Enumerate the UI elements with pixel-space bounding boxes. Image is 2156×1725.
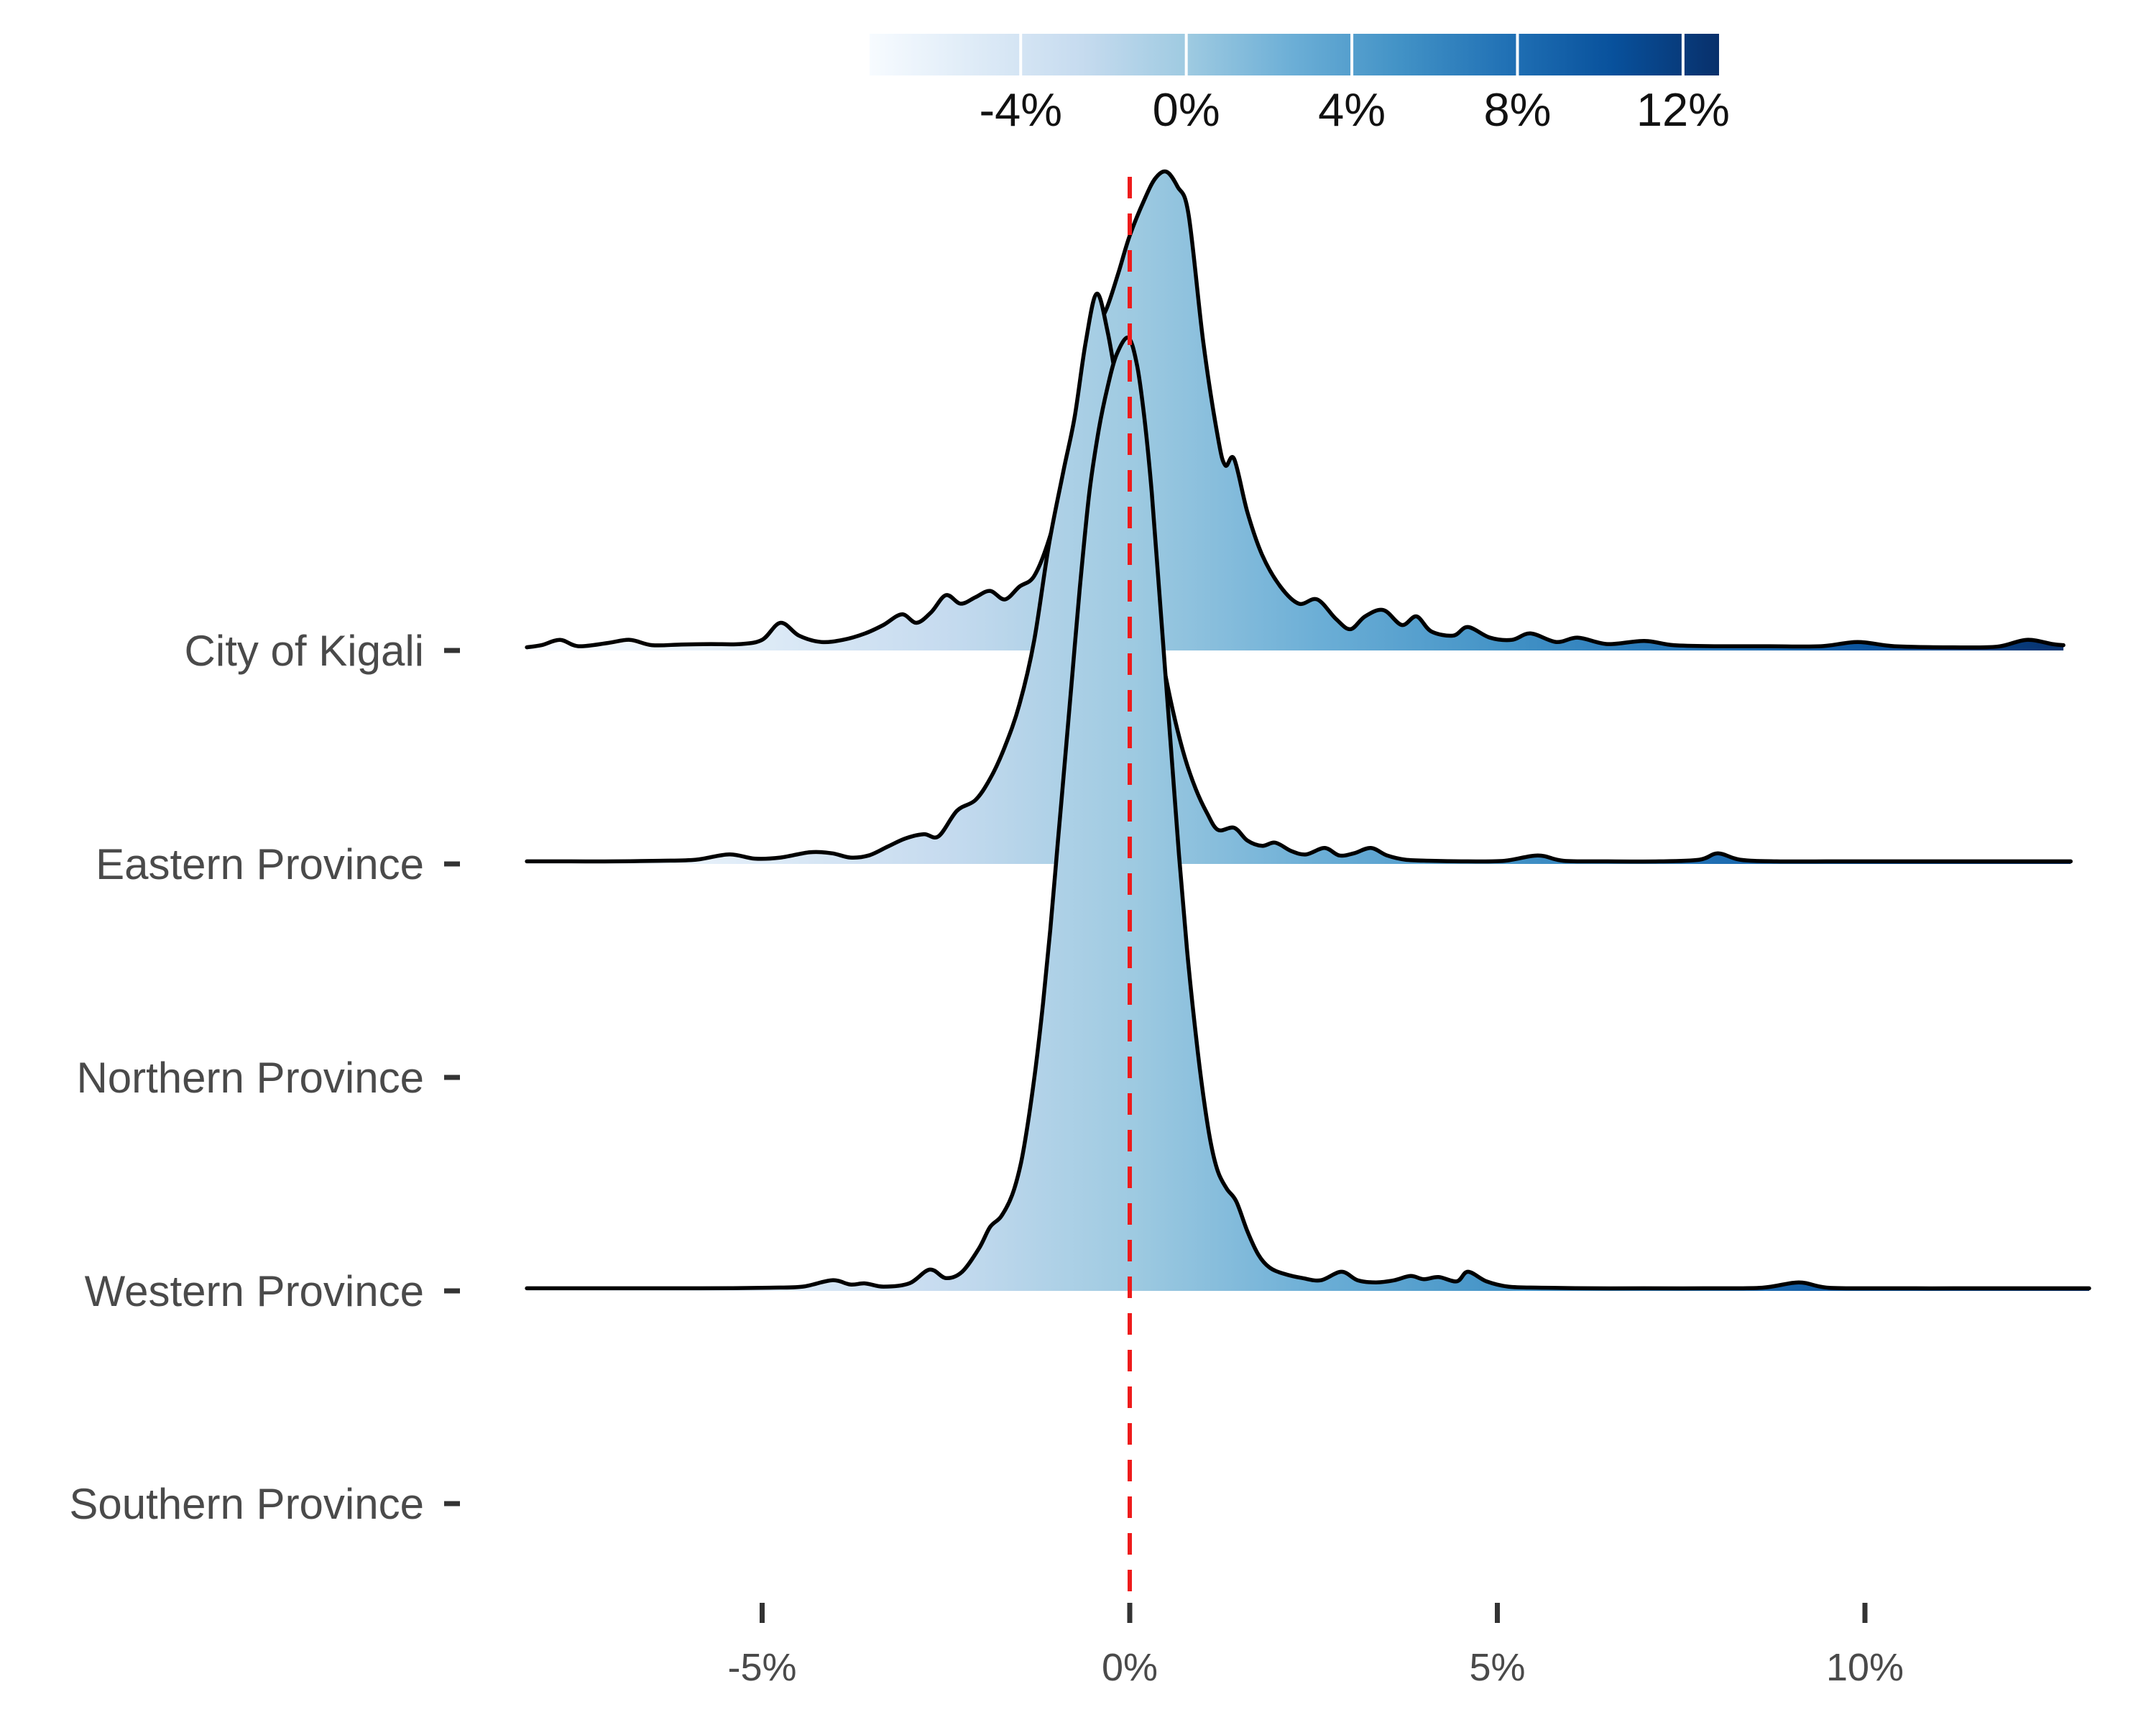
ridge-fill-city-of-kigali	[527, 171, 2064, 651]
x-axis: -5% 0% 5% 10%	[727, 1603, 1904, 1689]
colorbar-tick-label: 12%	[1636, 83, 1730, 136]
x-tick-label: 5%	[1469, 1646, 1525, 1689]
colorbar-tick-label: 0%	[1153, 83, 1220, 136]
x-tick-label: 0%	[1102, 1646, 1158, 1689]
y-label-northern-province: Northern Province	[76, 1054, 424, 1102]
ridge-fill-western-province	[527, 337, 2089, 1291]
y-label-city-of-kigali: City of Kigali	[185, 627, 424, 675]
colorbar-tick-label: 8%	[1484, 83, 1552, 136]
colorbar	[870, 34, 1719, 75]
ridge-outline-eastern-province	[525, 291, 2073, 864]
ridge-fill-eastern-province	[527, 293, 2071, 865]
x-tick-label: -5%	[727, 1646, 796, 1689]
x-tick-label: 10%	[1826, 1646, 1904, 1689]
density-ridges	[525, 169, 2091, 1291]
y-label-southern-province: Southern Province	[69, 1480, 424, 1528]
y-axis: City of Kigali Eastern Province Northern P…	[69, 627, 460, 1528]
y-label-eastern-province: Eastern Province	[96, 840, 424, 888]
y-label-western-province: Western Province	[85, 1267, 424, 1315]
ridge-outline-western-province	[525, 336, 2091, 1291]
ridge-outline-city-of-kigali	[525, 169, 2065, 650]
colorbar-tick-label: -4%	[979, 83, 1062, 136]
colorbar-tick-label: 4%	[1318, 83, 1386, 136]
colorbar-legend: -4% 0% 4% 8% 12%	[870, 34, 1730, 136]
